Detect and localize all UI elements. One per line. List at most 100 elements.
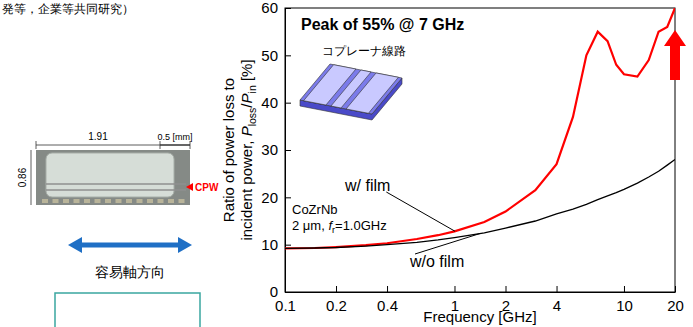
- text-segment: コプレーナ線路: [322, 44, 406, 58]
- chip-pad: [179, 199, 185, 203]
- text-segment: P: [238, 93, 255, 103]
- chip-pad: [95, 199, 101, 203]
- axis-arrow-head: [178, 237, 192, 253]
- y-tick-label: 20: [261, 189, 278, 206]
- text-segment: =1.0GHz: [335, 218, 387, 233]
- y-tick-mark: [285, 150, 291, 151]
- y-tick: 30: [261, 141, 291, 158]
- series-label: w/o film: [409, 253, 464, 270]
- y-tick-mark: [285, 55, 291, 56]
- plot-area: [285, 8, 675, 248]
- x-tick: 4: [553, 286, 561, 314]
- chip-pad: [63, 199, 69, 203]
- x-tick-mark: [624, 286, 625, 292]
- x-tick-mark: [387, 286, 388, 292]
- scale-line: [160, 144, 190, 146]
- x-axis-line: [286, 292, 676, 293]
- leader-line: [415, 234, 480, 254]
- inset-conductor: [346, 73, 398, 113]
- dimension-line: [36, 141, 37, 149]
- plot-frame: [285, 8, 675, 292]
- y-tick-mark: [285, 197, 291, 198]
- scale-label: 0.5 [mm]: [157, 132, 192, 142]
- header-fragment: 発等，企業等共同研究）: [2, 2, 134, 16]
- peak-arrow: [664, 30, 686, 80]
- chip-pad: [126, 199, 132, 203]
- x-tick-label: 0.1: [275, 297, 296, 314]
- chip-pad: [53, 199, 59, 203]
- inset-substrate: [300, 64, 402, 114]
- y-tick-label: 60: [261, 0, 278, 16]
- series-line: [285, 8, 675, 248]
- leader-line: [386, 192, 455, 231]
- y-axis-title: Ratio of power loss to: [220, 78, 237, 222]
- axis-arrow-head: [68, 237, 82, 253]
- text-segment: incident power,: [238, 136, 255, 240]
- y-tick: 40: [261, 94, 291, 111]
- y-axis: 0 10 20 30 40 50 60: [261, 0, 291, 300]
- y-tick: 50: [261, 47, 291, 64]
- note-box: [55, 293, 200, 327]
- series-label: w/ film: [344, 177, 390, 194]
- text-segment: CoZrNb: [292, 202, 338, 217]
- x-tick-mark: [506, 286, 507, 292]
- y-tick-mark: [285, 103, 291, 104]
- y-axis-title: incident power, Ploss/Pin [%]: [238, 59, 258, 240]
- y-tick: 10: [261, 236, 291, 253]
- cpw-arrow: [186, 183, 193, 191]
- text-segment: [%]: [238, 59, 255, 85]
- x-tick-mark: [454, 286, 455, 292]
- y-tick: 0: [270, 283, 291, 300]
- text-segment: Ratio of power loss to: [220, 78, 237, 222]
- chip-photo: [36, 150, 190, 205]
- x-tick: 0.4: [377, 286, 398, 314]
- page: 発等，企業等共同研究） 1.91 0.5 [mm] 0.86 CPW 容易軸方向 0.1 0.…: [0, 0, 693, 327]
- scale-line: [190, 141, 191, 149]
- dimension-line: [31, 150, 32, 205]
- axis-arrow: [80, 243, 180, 248]
- chip-pad: [168, 199, 174, 203]
- chip-pad: [84, 199, 90, 203]
- x-tick-label: 10: [616, 297, 633, 314]
- x-tick-label: 0.2: [326, 297, 347, 314]
- y-tick-label: 10: [261, 236, 278, 253]
- y-tick-label: 50: [261, 47, 278, 64]
- x-tick-mark: [557, 286, 558, 292]
- chip-pad: [137, 199, 143, 203]
- chart-title: Peak of 55% @ 7 GHz: [301, 16, 464, 33]
- cpw-stripe: [46, 189, 186, 191]
- y-tick: 20: [261, 189, 291, 206]
- y-tick: 60: [261, 0, 291, 16]
- x-tick-mark: [675, 286, 676, 292]
- text-segment: 2 μm,: [292, 218, 328, 233]
- chip-pad: [42, 199, 48, 203]
- y-tick-mark: [285, 292, 291, 293]
- chip-pad: [105, 199, 111, 203]
- cpw-stripe: [46, 183, 186, 185]
- x-tick-mark: [336, 286, 337, 292]
- y-tick-label: 30: [261, 141, 278, 158]
- height-label: 0.86: [17, 167, 28, 187]
- y-tick-label: 0: [270, 283, 278, 300]
- text-segment: in: [246, 85, 258, 93]
- y-tick-mark: [285, 8, 291, 9]
- x-tick: 10: [616, 286, 633, 314]
- chip-pad: [147, 199, 153, 203]
- cpw-label: CPW: [195, 182, 219, 193]
- annotation: コプレーナ線路: [322, 44, 406, 58]
- chip-pad: [158, 199, 164, 203]
- x-axis-title: Frequency [GHz]: [423, 308, 536, 325]
- x-tick: 0.2: [326, 286, 347, 314]
- series-line: [285, 159, 675, 248]
- x-tick-label: 0.4: [377, 297, 398, 314]
- dimension-line: [36, 145, 160, 146]
- text-segment: loss: [246, 108, 258, 127]
- x-tick-label: 20: [667, 297, 684, 314]
- x-tick-label: 4: [553, 297, 561, 314]
- text-segment: P: [238, 126, 255, 136]
- annotation: CoZrNb: [292, 202, 338, 217]
- annotation: 2 μm, fr=1.0GHz: [292, 218, 387, 235]
- y-tick-label: 40: [261, 94, 278, 111]
- width-label: 1.91: [88, 131, 108, 142]
- easy-axis-label: 容易軸方向: [95, 264, 165, 280]
